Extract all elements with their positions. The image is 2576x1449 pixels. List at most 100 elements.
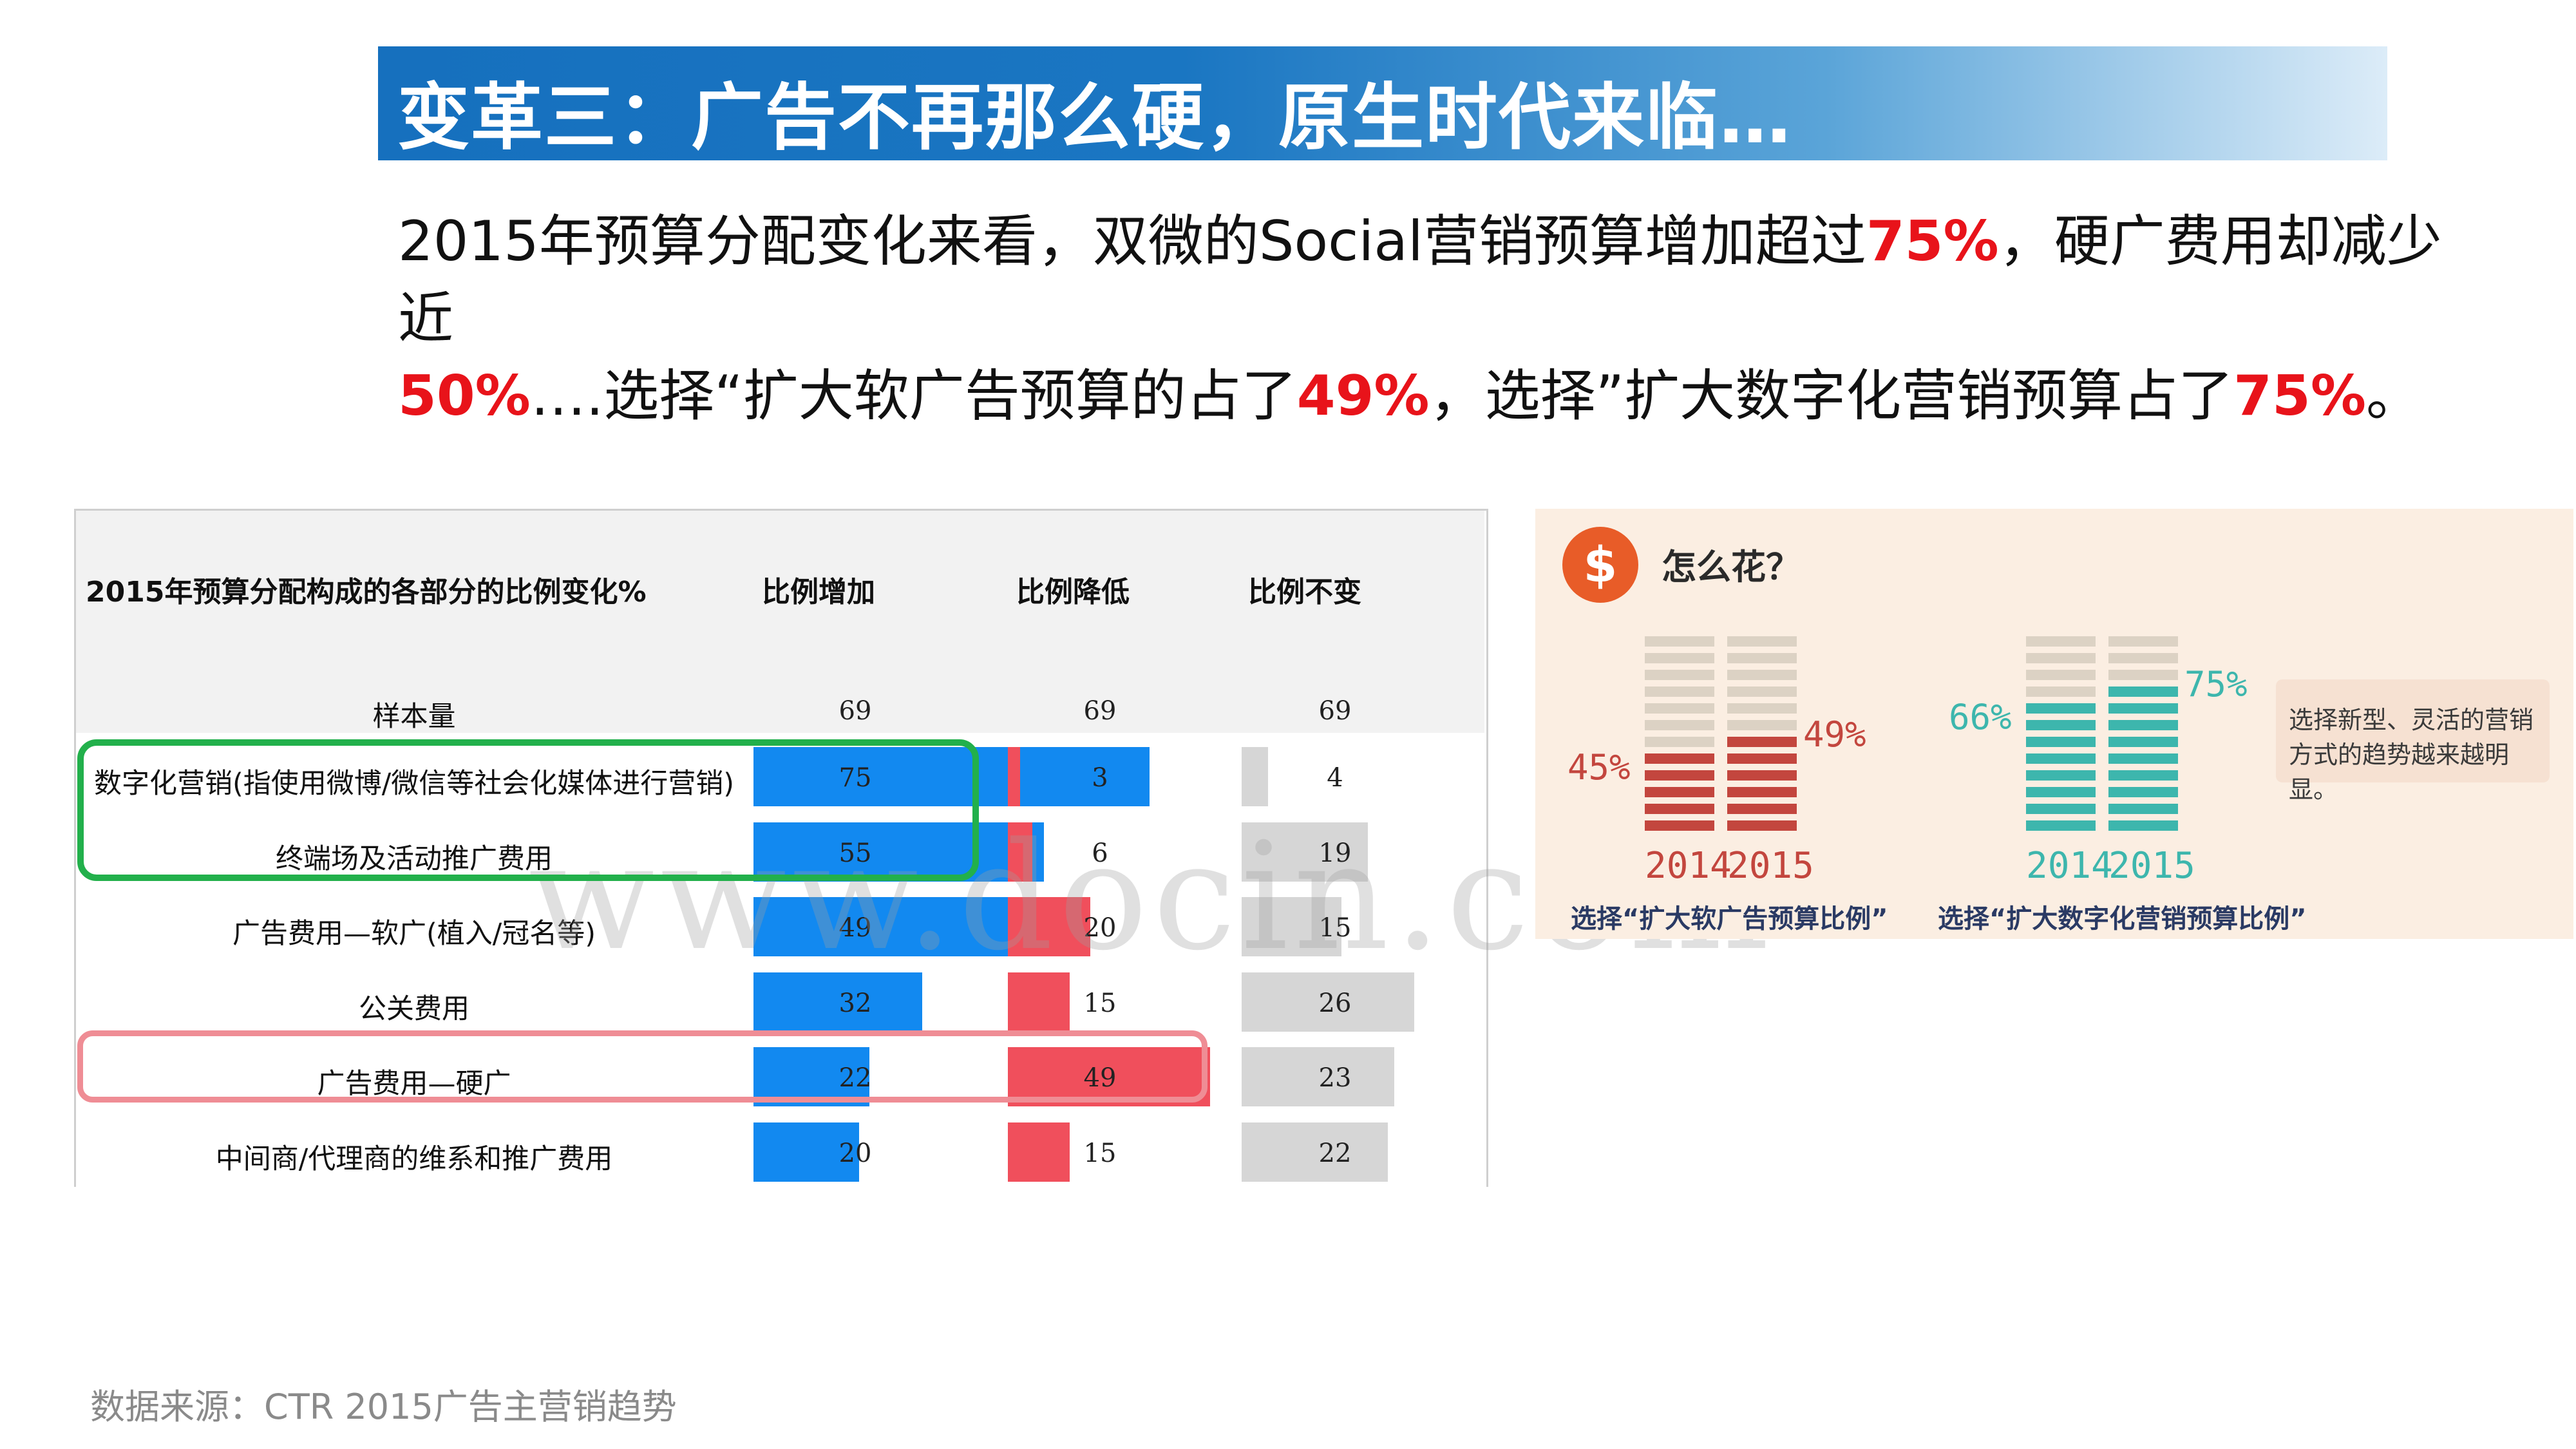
bar-unchanged [1242,1047,1394,1106]
column-header-decrease: 比例降低 [1016,576,1130,609]
bar-decrease [1008,1047,1210,1106]
stack-slab [2026,753,2096,764]
year-label: 2014 [1645,845,1732,887]
title-bar: 变革三：广告不再那么硬，原生时代来临… [378,46,2387,160]
trend-note-text: 选择新型、灵活的营销方式的趋势越来越明显。 [2289,706,2534,804]
value-increase: 22 [838,1063,872,1093]
year-label: 2015 [2108,845,2195,887]
bar-increase [753,972,923,1032]
value-increase: 75 [838,763,872,793]
stack-slab [1645,720,1714,730]
stack-slab [2108,820,2178,831]
group-caption: 选择“扩大软广告预算比例” [1571,904,1888,934]
stack-slab [2026,770,2096,781]
row-label: 公关费用 [359,992,469,1025]
stack-slab [1727,670,1797,680]
intro-highlight-1: 75% [1866,209,1999,274]
stack-slab [2108,804,2178,814]
value-decrease: 49 [1083,1063,1117,1093]
dollar-icon: $ [1562,527,1638,603]
bar-decrease [1008,897,1090,956]
bar-increase [753,747,1150,806]
stack-slab [1645,820,1714,831]
bar-decrease [1008,972,1070,1032]
stack-slab [1727,737,1797,747]
year-label: 2014 [2026,845,2113,887]
stack-slab [2026,687,2096,697]
bar-increase [753,822,1044,882]
stack-slab [2026,804,2096,814]
sample-size-label: 样本量 [372,701,456,733]
stack-slab [2026,653,2096,663]
infographic-header: 怎么花？ [1662,547,1801,587]
year-label: 2015 [1727,845,1814,887]
value-decrease: 3 [1092,763,1108,793]
percent-label: 49% [1803,714,1866,755]
stack-slab [1727,687,1797,697]
stack-slab [2108,720,2178,730]
intro-highlight-4: 75% [2233,364,2367,428]
intro-part-4: ，选择”扩大数字化营销预算占了 [1429,364,2234,428]
trend-note: 选择新型、灵活的营销方式的趋势越来越明显。 [2276,679,2550,804]
stack-slab [1645,670,1714,680]
budget-change-table: 2015年预算分配构成的各部分的比例变化% 比例增加 比例降低 比例不变 样本量… [74,509,1488,1187]
stack-slab [2108,770,2178,781]
percent-label: 66% [1949,697,2012,737]
stack-slab [1645,687,1714,697]
stack-slab [2108,703,2178,714]
value-unchanged: 23 [1318,1063,1352,1093]
bar-unchanged [1242,1122,1388,1182]
row-label: 终端场及活动推广费用 [276,842,553,875]
intro-part-2: ，硬广费用却减少近 [398,209,2442,351]
stack-slab [1645,804,1714,814]
stack-slab [2108,687,2178,697]
sample-size-unchanged: 69 [1318,696,1352,726]
sample-size-increase: 69 [838,696,872,726]
value-unchanged: 19 [1318,838,1352,868]
value-decrease: 6 [1092,838,1108,868]
pink-highlight-box [77,1030,1208,1103]
row-label: 数字化营销(指使用微博/微信等社会化媒体进行营销) [93,768,735,800]
stack-slab [1727,804,1797,814]
stack-slab [2026,720,2096,730]
stack-slab [1645,787,1714,797]
bar-decrease [1008,1122,1070,1182]
value-increase: 55 [838,838,872,868]
bar-decrease [1008,822,1033,882]
intro-part-5: 。 [2366,364,2422,428]
intro-part-1: 2015年预算分配变化来看，双微的Social营销预算增加超过 [398,209,1866,274]
table-header-area [76,511,1484,733]
bar-unchanged [1242,822,1368,882]
sample-size-decrease: 69 [1083,696,1117,726]
column-header-increase: 比例增加 [762,576,875,609]
bar-unchanged [1242,747,1269,806]
value-increase: 20 [838,1138,872,1168]
stack-slab [1727,820,1797,831]
stack-slab [2026,820,2096,831]
stack-slab [2026,787,2096,797]
value-decrease: 15 [1083,988,1117,1018]
stack-slab [2108,753,2178,764]
percent-label: 75% [2184,664,2248,705]
stack-slab [1727,653,1797,663]
stack-slab [2026,636,2096,647]
stack-slab [1645,753,1714,764]
bar-decrease [1008,747,1021,806]
row-label: 广告费用—软广(植入/冠名等) [232,918,596,950]
row-label: 中间商/代理商的维系和推广费用 [215,1142,613,1175]
stack-slab [2108,787,2178,797]
stack-slab [2108,653,2178,663]
value-unchanged: 26 [1318,988,1352,1018]
stack-slab [1645,653,1714,663]
row-label: 广告费用—硬广 [317,1068,511,1100]
intro-text: 2015年预算分配变化来看，双微的Social营销预算增加超过75%，硬广费用却… [398,203,2459,435]
stack-slab [1727,720,1797,730]
value-unchanged: 22 [1318,1138,1352,1168]
value-decrease: 20 [1083,913,1117,943]
intro-highlight-2: 50% [398,364,531,428]
bar-increase [753,1122,859,1182]
group-caption: 选择“扩大数字化营销预算比例” [1938,904,2307,934]
stack-slab [1645,636,1714,647]
stack-slab [2108,737,2178,747]
intro-part-3: ….选择“扩大软广告预算的占了 [530,364,1297,428]
